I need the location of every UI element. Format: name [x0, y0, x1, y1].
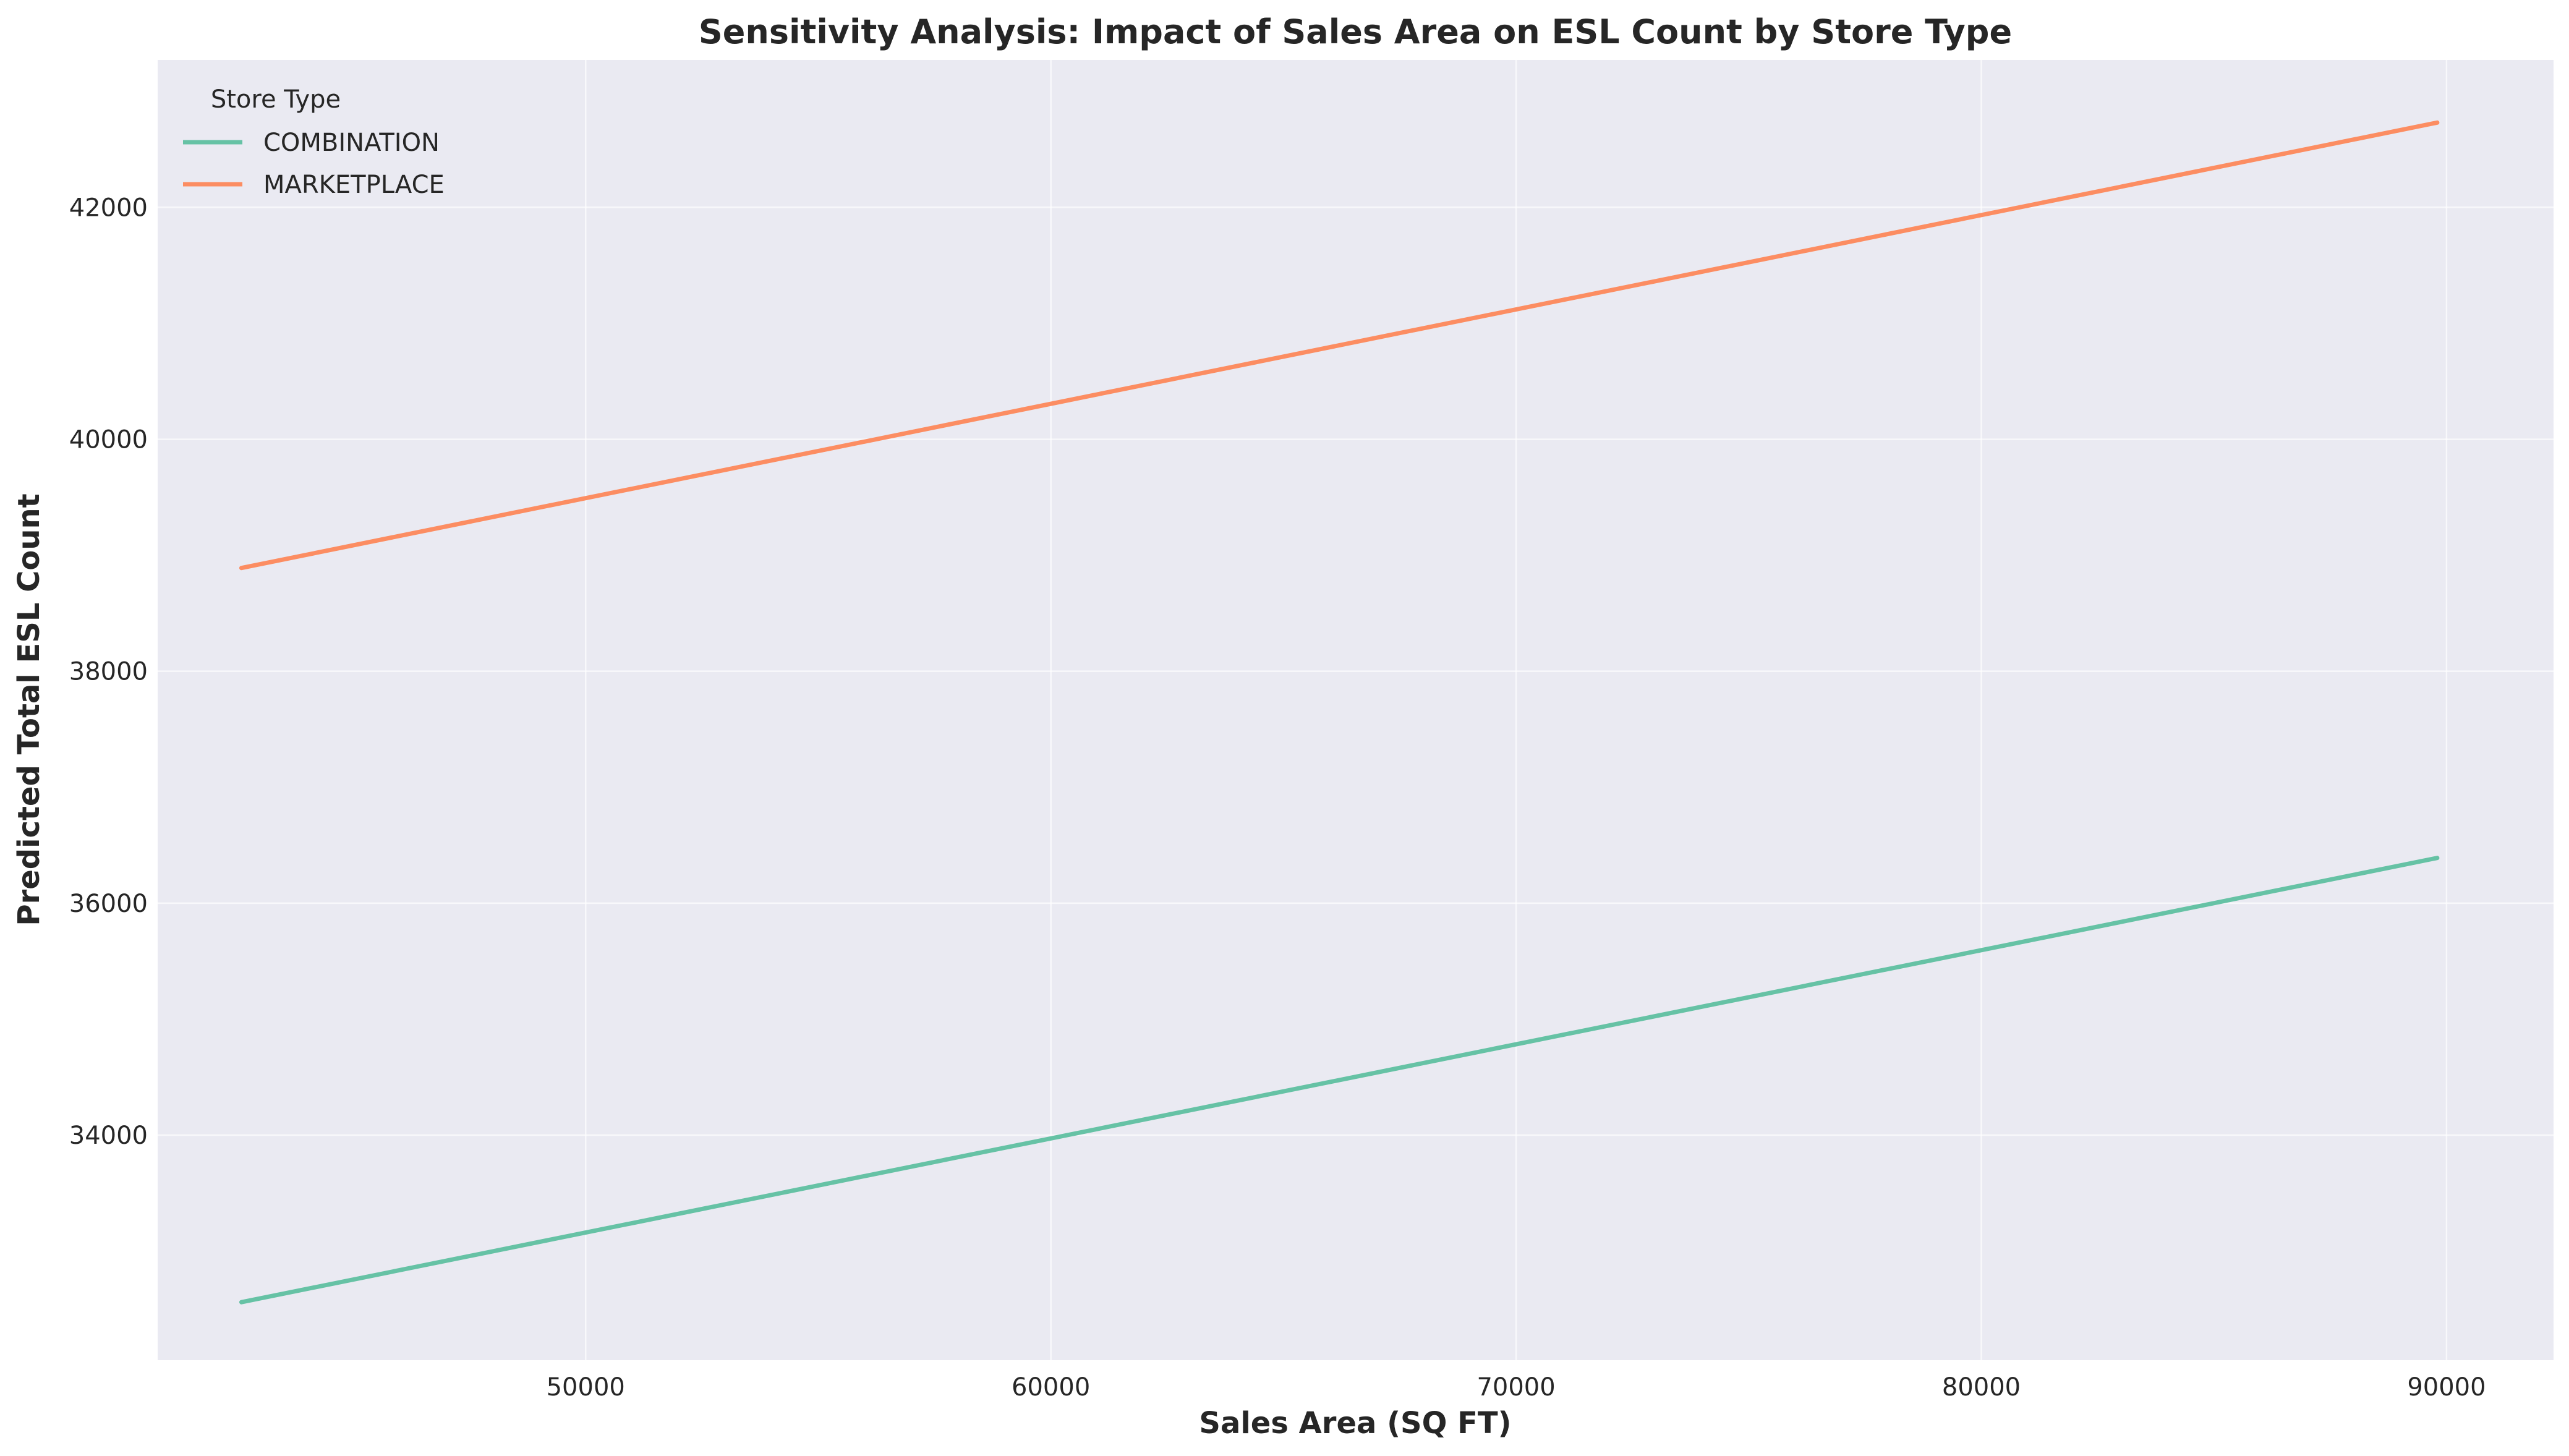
x-tick-label: 80000 — [1942, 1373, 2021, 1402]
x-tick-label: 90000 — [2407, 1373, 2486, 1402]
y-tick-label: 40000 — [69, 425, 148, 454]
legend-label-combination: COMBINATION — [263, 129, 440, 157]
chart-title: Sensitivity Analysis: Impact of Sales Ar… — [699, 12, 2012, 51]
legend-title: Store Type — [211, 85, 341, 114]
series-line-marketplace — [239, 120, 2440, 571]
y-tick-label: 42000 — [69, 194, 148, 222]
x-axis-label: Sales Area (SQ FT) — [1199, 1406, 1511, 1441]
x-tick-label: 50000 — [547, 1373, 625, 1402]
y-tick-label: 34000 — [69, 1122, 148, 1150]
legend: Store Type COMBINATION MARKETPLACE — [183, 85, 445, 199]
series-line-combination — [239, 856, 2440, 1305]
data-series — [239, 120, 2440, 1305]
grid-lines — [158, 60, 2554, 1360]
x-tick-label: 60000 — [1012, 1373, 1090, 1402]
legend-items: COMBINATION MARKETPLACE — [183, 129, 445, 199]
x-tick-label: 70000 — [1476, 1373, 1555, 1402]
legend-label-marketplace: MARKETPLACE — [263, 171, 445, 199]
plot-area — [158, 60, 2554, 1360]
y-tick-label: 38000 — [69, 658, 148, 686]
y-axis-label: Predicted Total ESL Count — [12, 493, 46, 926]
axis-ticks: 50000 60000 70000 80000 90000 34000 36000 38000… — [69, 194, 2486, 1402]
y-tick-label: 36000 — [69, 890, 148, 918]
